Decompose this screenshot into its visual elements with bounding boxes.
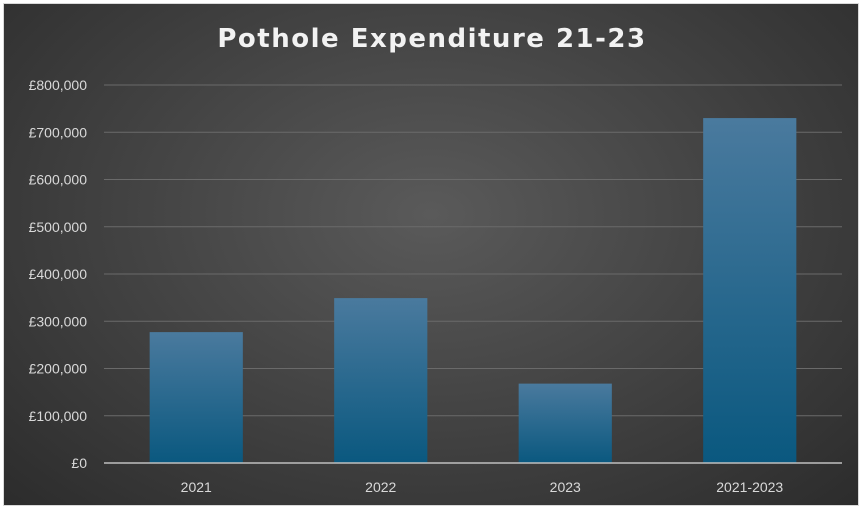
chart-title: Pothole Expenditure 21-23 bbox=[217, 24, 647, 54]
y-tick-label: £100,000 bbox=[29, 408, 88, 424]
x-tick-label: 2023 bbox=[550, 479, 581, 495]
bars bbox=[149, 118, 797, 463]
y-tick-label: £400,000 bbox=[29, 266, 88, 282]
y-tick-label: £300,000 bbox=[29, 313, 88, 329]
x-tick-label: 2021 bbox=[181, 479, 212, 495]
y-tick-label: £700,000 bbox=[29, 124, 88, 140]
axes: £0 £100,000 £200,000 £300,000 £400,000 £500,0… bbox=[29, 77, 842, 495]
chart-area: Pothole Expenditure 21-23 £0 £100,000 £200… bbox=[3, 3, 859, 506]
bar-2021 bbox=[149, 332, 243, 463]
y-tick-label: £200,000 bbox=[29, 361, 88, 377]
y-tick-label: £800,000 bbox=[29, 77, 88, 93]
y-tick-label: £500,000 bbox=[29, 219, 88, 235]
x-tick-label: 2021-2023 bbox=[716, 479, 783, 495]
bar-2021-2023 bbox=[703, 118, 797, 463]
y-tick-label: £0 bbox=[71, 455, 87, 471]
bar-2022 bbox=[334, 298, 428, 463]
bar-chart: £0 £100,000 £200,000 £300,000 £400,000 £500,0… bbox=[29, 77, 842, 495]
y-tick-label: £600,000 bbox=[29, 172, 88, 188]
x-tick-label: 2022 bbox=[365, 479, 396, 495]
bar-2023 bbox=[518, 383, 612, 463]
